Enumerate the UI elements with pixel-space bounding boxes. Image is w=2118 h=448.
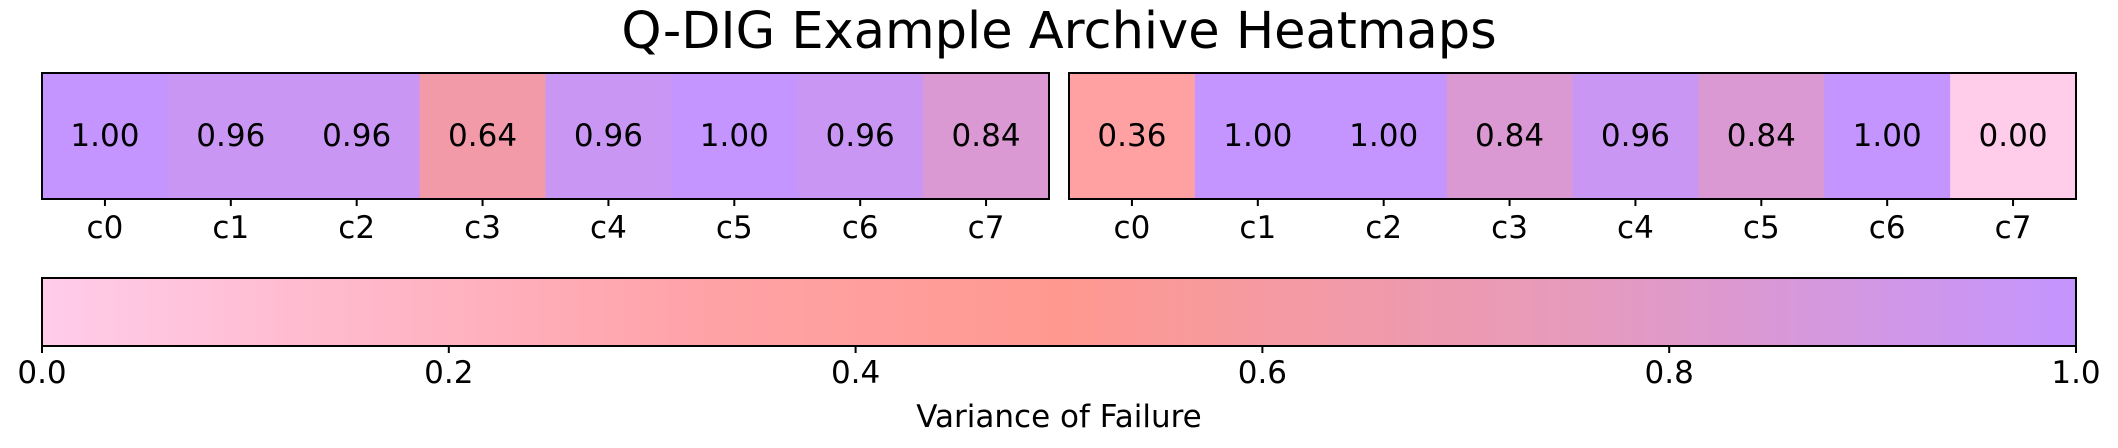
heatmap-cell (1194, 73, 1322, 199)
x-tick-label: c2 (1365, 210, 1402, 246)
x-tick-label: c3 (1491, 210, 1528, 246)
x-tick-label: c7 (1995, 210, 2032, 246)
cell-value-label: 0.36 (1097, 118, 1166, 154)
x-tick-label: c6 (1869, 210, 1906, 246)
heatmap-cell (1572, 73, 1699, 199)
cell-value-label: 0.64 (448, 118, 517, 154)
x-tick-label: c1 (1239, 210, 1276, 246)
cell-value-label: 0.84 (952, 118, 1021, 154)
cell-value-label: 0.96 (826, 118, 895, 154)
heatmap-cell (293, 73, 421, 199)
cell-value-label: 1.00 (1853, 118, 1922, 154)
x-tick-label: c4 (590, 210, 627, 246)
chart-title: Q-DIG Example Archive Heatmaps (621, 2, 1496, 61)
colorbar-tick-label: 0.0 (17, 355, 66, 391)
heatmap-cell (1824, 73, 1951, 199)
x-tick-label: c7 (968, 210, 1005, 246)
x-tick-label: c0 (87, 210, 124, 246)
cell-value-label: 0.96 (196, 118, 265, 154)
x-tick-label: c0 (1114, 210, 1151, 246)
heatmap-cell (797, 73, 924, 199)
colorbar-tick-label: 0.6 (1238, 355, 1287, 391)
heatmap-cell (1320, 73, 1448, 199)
x-tick-label: c2 (338, 210, 375, 246)
heatmap-cell (42, 73, 169, 199)
colorbar-tick-label: 1.0 (2051, 355, 2100, 391)
x-tick-label: c4 (1617, 210, 1654, 246)
cell-value-label: 1.00 (1349, 118, 1418, 154)
heatmap-cell (167, 73, 295, 199)
x-tick-label: c1 (212, 210, 249, 246)
colorbar-tick-label: 0.8 (1645, 355, 1694, 391)
heatmap-cell (1446, 73, 1574, 199)
heatmap-cell (1698, 73, 1825, 199)
heatmap-panel-frame (1068, 72, 2077, 200)
heatmap-cell (545, 73, 672, 199)
heatmap-panels: 1.00 c0 0.96 c1 0.96 c2 0.64 c3 0.96 c4 1.00 c5 0.96… (41, 72, 2077, 246)
heatmap-cell (1950, 73, 2077, 199)
cell-value-label: 1.00 (1223, 118, 1292, 154)
cell-value-label: 0.96 (574, 118, 643, 154)
heatmap-cell (1069, 73, 1196, 199)
colorbar-tick-label: 0.2 (424, 355, 473, 391)
heatmap-panel-1: 1.00 c0 0.96 c1 0.96 c2 0.64 c3 0.96 c4 1.00 c5 0.96… (41, 72, 1050, 246)
x-tick-label: c3 (464, 210, 501, 246)
heatmap-cell (923, 73, 1050, 199)
colorbar-gradient (42, 278, 2076, 346)
colorbar-ticks: 0.0 0.2 0.4 0.6 0.8 1.0 (17, 346, 2101, 391)
colorbar: 0.0 0.2 0.4 0.6 0.8 1.0 Variance of Failure (17, 277, 2101, 435)
x-tick-label: c6 (842, 210, 879, 246)
colorbar-label: Variance of Failure (916, 399, 1202, 435)
cell-value-label: 1.00 (70, 118, 139, 154)
heatmap-panel-frame (41, 72, 1050, 200)
cell-value-label: 0.84 (1475, 118, 1544, 154)
cell-value-label: 0.84 (1727, 118, 1796, 154)
cell-value-label: 0.00 (1979, 118, 2048, 154)
colorbar-tick-label: 0.4 (831, 355, 880, 391)
x-tick-label: c5 (1743, 210, 1780, 246)
heatmap-cell (671, 73, 798, 199)
heatmap-cell (419, 73, 547, 199)
cell-value-label: 1.00 (700, 118, 769, 154)
cell-value-label: 0.96 (1601, 118, 1670, 154)
cell-value-label: 0.96 (322, 118, 391, 154)
heatmap-panel-2: 0.36 c0 1.00 c1 1.00 c2 0.84 c3 0.96 c4 0.84 c5 1.00… (1068, 72, 2077, 246)
colorbar-frame (41, 277, 2077, 347)
x-tick-label: c5 (716, 210, 753, 246)
